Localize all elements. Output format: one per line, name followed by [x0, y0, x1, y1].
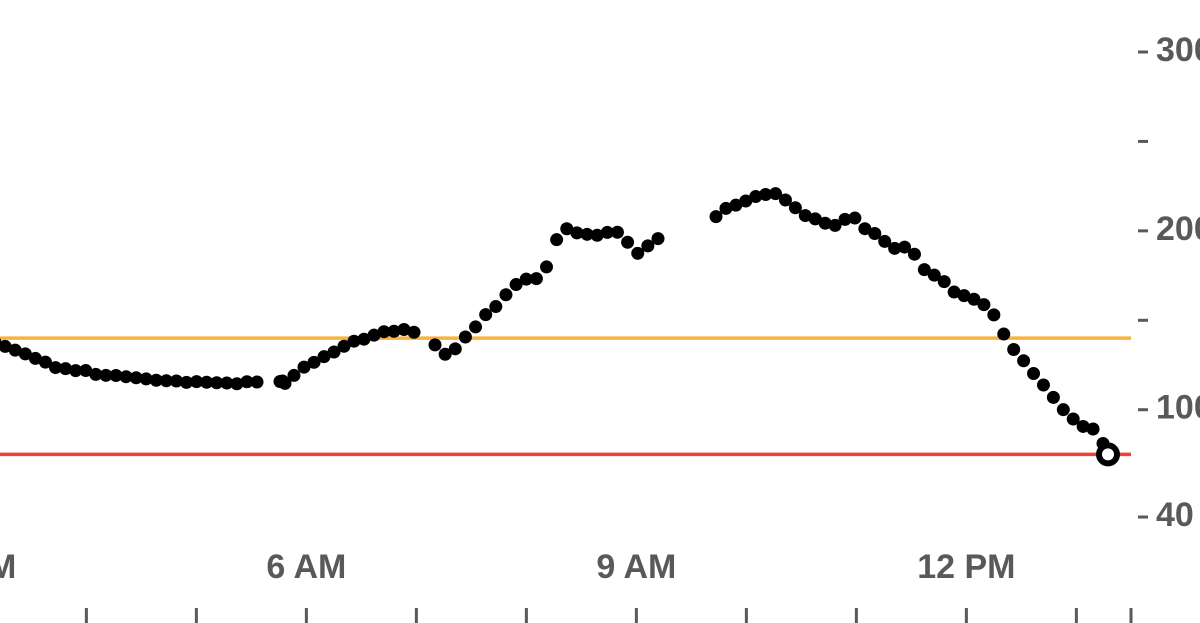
svg-text:300: 300 — [1156, 31, 1200, 69]
svg-text:100: 100 — [1156, 389, 1200, 427]
svg-text:3 AM: 3 AM — [0, 548, 16, 586]
svg-text:40: 40 — [1156, 496, 1194, 534]
svg-text:6 AM: 6 AM — [266, 548, 346, 586]
svg-text:200: 200 — [1156, 210, 1200, 248]
svg-text:12 PM: 12 PM — [917, 548, 1015, 586]
svg-text:9 AM: 9 AM — [596, 548, 676, 586]
